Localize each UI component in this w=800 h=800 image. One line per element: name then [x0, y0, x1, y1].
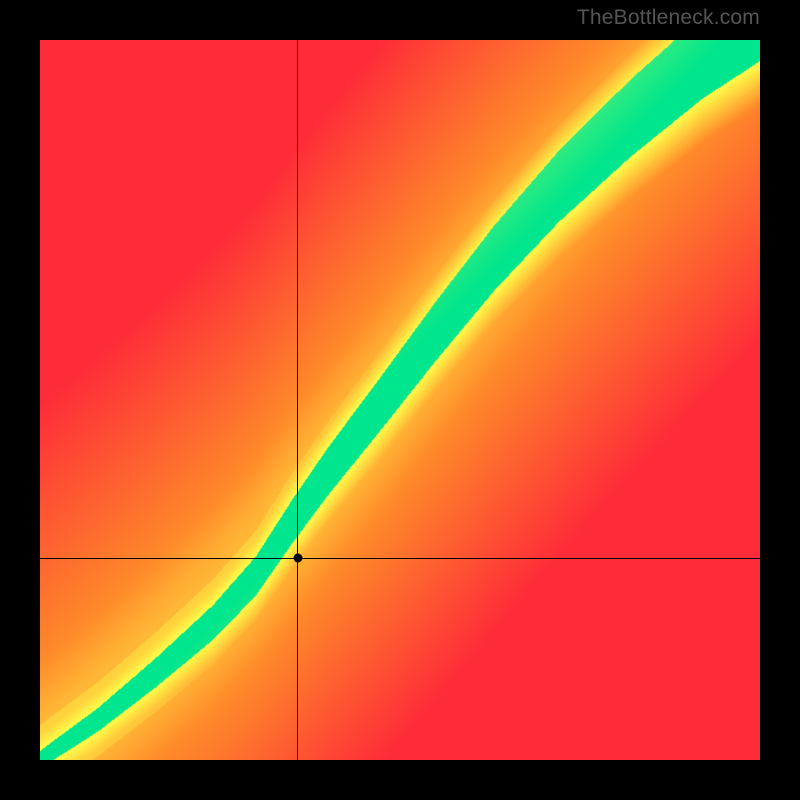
- crosshair-vertical: [297, 40, 298, 760]
- watermark-text: TheBottleneck.com: [577, 6, 760, 30]
- heatmap-canvas: [40, 40, 760, 760]
- crosshair-horizontal: [40, 558, 760, 559]
- heatmap-plot: [40, 40, 760, 760]
- data-point-marker: [293, 554, 302, 563]
